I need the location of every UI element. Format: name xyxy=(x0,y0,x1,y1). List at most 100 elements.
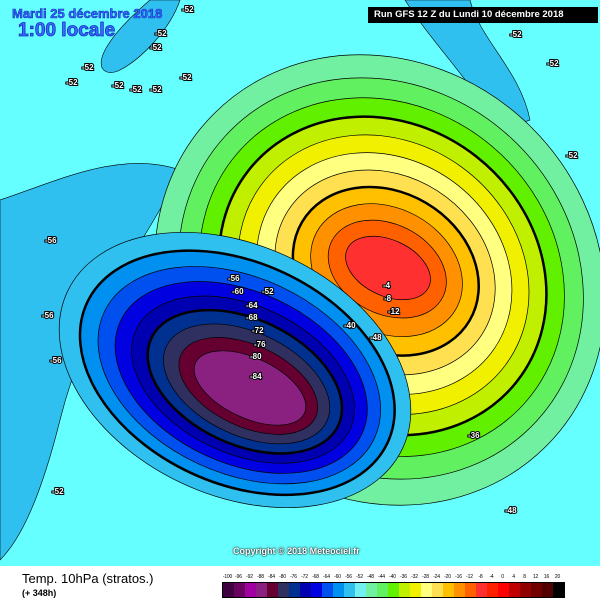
isotherm-label: -36 xyxy=(468,431,480,440)
isotherm-label: -64 xyxy=(246,301,258,310)
legend-tick: -24 xyxy=(433,574,440,580)
legend-swatch xyxy=(388,583,399,597)
isotherm-labels: -52 -52 -52 -52 -52 -52 -52 -52 -52 -52 -52 -52 -56 -… xyxy=(41,4,579,516)
legend-swatch xyxy=(322,583,333,597)
legend-swatch xyxy=(531,583,542,597)
isotherm-band xyxy=(345,235,431,301)
legend-tick: -92 xyxy=(246,574,253,580)
legend-tick: -40 xyxy=(389,574,396,580)
isotherm-label: -56 xyxy=(50,356,62,365)
isotherm-label: -52 xyxy=(180,73,192,82)
legend-swatch xyxy=(300,583,311,597)
legend-swatch xyxy=(245,583,256,597)
legend-swatch xyxy=(366,583,377,597)
legend-tick: -12 xyxy=(466,574,473,580)
isotherm-label: -52 xyxy=(182,5,194,14)
legend-swatch xyxy=(476,583,487,597)
legend-swatch xyxy=(278,583,289,597)
legend-tick: 8 xyxy=(523,574,526,580)
legend-swatch xyxy=(498,583,509,597)
isotherm-label: -52 xyxy=(262,287,274,296)
legend-tick: -80 xyxy=(279,574,286,580)
legend-tick: -88 xyxy=(257,574,264,580)
isotherm-label: -56 xyxy=(45,236,57,245)
legend-swatch xyxy=(399,583,410,597)
legend-swatch xyxy=(333,583,344,597)
legend-color-boxes xyxy=(222,582,565,598)
isotherm-label: -52 xyxy=(150,85,162,94)
legend-tick: -36 xyxy=(400,574,407,580)
legend-swatch xyxy=(256,583,267,597)
forecast-date: Mardi 25 décembre 2018 xyxy=(12,6,163,22)
isotherm-label: -52 xyxy=(566,151,578,160)
isotherm-label: -52 xyxy=(52,487,64,496)
legend-tick: -84 xyxy=(268,574,275,580)
legend-swatch xyxy=(454,583,465,597)
legend-swatch xyxy=(344,583,355,597)
legend-swatch xyxy=(465,583,476,597)
isotherm-label: -60 xyxy=(232,287,244,296)
legend-tick: -28 xyxy=(422,574,429,580)
legend-swatch xyxy=(443,583,454,597)
legend-swatch xyxy=(509,583,520,597)
legend-swatch xyxy=(289,583,300,597)
legend-tick: -52 xyxy=(356,574,363,580)
isotherm-label: -12 xyxy=(388,307,400,316)
legend-swatch xyxy=(542,583,553,597)
isotherm-band xyxy=(193,350,307,426)
polar-vortex-contours xyxy=(58,232,412,508)
isotherm-label: -56 xyxy=(228,274,240,283)
isotherm-label: -72 xyxy=(252,326,264,335)
color-scale-legend: -100 -96 -92 -88 -84 -80 -76 -72 -68 -64 -60 -56 -52… xyxy=(222,574,565,598)
legend-swatch xyxy=(377,583,388,597)
isotherm-label: -52 xyxy=(155,29,167,38)
model-run-banner: Run GFS 12 Z du Lundi 10 décembre 2018 xyxy=(368,7,598,23)
legend-tick: -20 xyxy=(444,574,451,580)
isotherm-label: -4 xyxy=(383,281,391,290)
legend-swatch xyxy=(355,583,366,597)
lead-time: (+ 348h) xyxy=(22,588,57,598)
legend-tick: -44 xyxy=(378,574,385,580)
legend-tick: -96 xyxy=(235,574,242,580)
legend-tick: -72 xyxy=(301,574,308,580)
legend-tick: -4 xyxy=(489,574,494,580)
legend-tick: 20 xyxy=(554,574,561,580)
legend-swatch xyxy=(553,583,564,597)
legend-tick: -100 xyxy=(222,574,233,580)
legend-swatch xyxy=(487,583,498,597)
legend-tick: 4 xyxy=(512,574,515,580)
legend-tick: 0 xyxy=(501,574,504,580)
parameter-title: Temp. 10hPa (stratos.) xyxy=(22,571,154,586)
isotherm-label: -76 xyxy=(254,340,266,349)
legend-tick: -64 xyxy=(323,574,330,580)
legend-swatch xyxy=(311,583,322,597)
isotherm-label: -48 xyxy=(505,506,517,515)
legend-ticks: -100 -96 -92 -88 -84 -80 -76 -72 -68 -64 -60 -56 -52… xyxy=(222,574,565,582)
legend-tick: -8 xyxy=(478,574,483,580)
legend-tick: -68 xyxy=(312,574,319,580)
isotherm-label: -52 xyxy=(510,30,522,39)
legend-tick: -48 xyxy=(367,574,374,580)
footer: Temp. 10hPa (stratos.) (+ 348h) -100 -96-… xyxy=(0,566,600,600)
legend-tick: -32 xyxy=(411,574,418,580)
legend-swatch xyxy=(520,583,531,597)
legend-tick: -16 xyxy=(455,574,462,580)
isotherm-label: -80 xyxy=(250,352,262,361)
copyright: Copyright © 2018 Meteociel.fr xyxy=(233,546,360,556)
legend-tick: 12 xyxy=(532,574,539,580)
legend-swatch xyxy=(410,583,421,597)
isotherm-label: -84 xyxy=(250,372,262,381)
isotherm-label: -48 xyxy=(370,333,382,342)
legend-tick: -56 xyxy=(345,574,352,580)
legend-swatch xyxy=(267,583,278,597)
isotherm-label: -52 xyxy=(82,63,94,72)
isotherm-label: -52 xyxy=(150,43,162,52)
cold-band-west xyxy=(0,0,531,561)
isotherm-label: -52 xyxy=(130,85,142,94)
legend-swatch xyxy=(234,583,245,597)
legend-tick: -76 xyxy=(290,574,297,580)
isotherm-label: -52 xyxy=(112,81,124,90)
isotherm-label: -68 xyxy=(246,313,258,322)
isotherm-label: -40 xyxy=(344,321,356,330)
